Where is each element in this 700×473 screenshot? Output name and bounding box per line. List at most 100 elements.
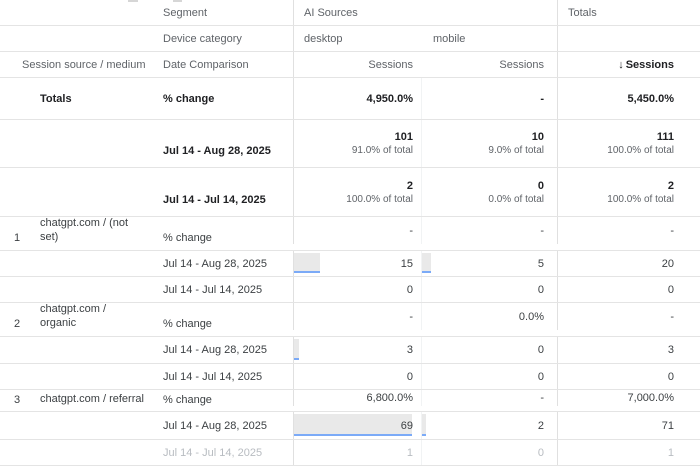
- pct-change-mobile: -: [421, 390, 557, 406]
- pct-change-label: % change: [163, 232, 212, 244]
- date-range-label: Jul 14 - Jul 14, 2025: [163, 194, 266, 206]
- row-number: 2: [14, 318, 21, 330]
- sessions-value: 101: [394, 131, 413, 143]
- sessions-value: 0: [537, 344, 544, 356]
- sessions-value: 2: [667, 179, 674, 192]
- pct-of-total: 100.0% of total: [346, 193, 413, 205]
- segment-header-row: Segment AI Sources Totals: [0, 0, 700, 26]
- label-line: chatgpt.com / (not: [40, 217, 129, 229]
- data-bar: [294, 414, 412, 436]
- source-medium-label: chatgpt.com / referral: [40, 392, 155, 406]
- sessions-value: 5: [537, 257, 544, 270]
- cropped-element-fragment: [128, 0, 138, 2]
- sessions-cell-desktop: 15: [293, 251, 421, 276]
- sessions-cell-mobile: 5: [421, 251, 557, 276]
- date-range-label: Jul 14 - Aug 28, 2025: [163, 344, 267, 356]
- pct-change-total: -: [557, 303, 700, 330]
- sessions-header-totals-sort[interactable]: ↓ Sessions: [557, 52, 700, 77]
- totals-total-cell: 2 100.0% of total: [557, 168, 700, 216]
- totals-mobile-cell: 0 0.0% of total: [421, 168, 557, 216]
- sessions-value: 0: [537, 179, 544, 192]
- date-range-label: Jul 14 - Jul 14, 2025: [163, 283, 263, 296]
- empty-cell: [557, 26, 700, 51]
- sessions-cell-desktop: 3: [293, 337, 421, 363]
- device-category-row: Device category desktop mobile: [0, 26, 700, 52]
- segment-label: Segment: [163, 6, 208, 19]
- sessions-value: 3: [406, 344, 413, 356]
- sessions-cell-mobile: 0: [421, 440, 557, 465]
- label-line: chatgpt.com /: [40, 303, 107, 315]
- date-range-label: Jul 14 - Jul 14, 2025: [163, 370, 263, 383]
- group-header-row: 3 chatgpt.com / referral % change 6,800.…: [0, 390, 700, 412]
- pct-of-total: 91.0% of total: [351, 145, 413, 156]
- sessions-value: 2: [537, 419, 544, 432]
- pct-change-total: 7,000.0%: [557, 390, 700, 406]
- source-medium-label: chatgpt.com / (not set): [40, 216, 155, 244]
- totals-desktop-cell: 101 91.0% of total: [293, 120, 421, 167]
- spacer: [0, 0, 155, 25]
- group-date-row: Jul 14 - Aug 28, 2025 3 0 3: [0, 337, 700, 364]
- totals-column-header: Totals: [557, 0, 700, 25]
- data-bar: [422, 414, 426, 436]
- pct-change-mobile: -: [421, 217, 557, 244]
- source-medium-label: chatgpt.com / organic: [40, 302, 155, 330]
- sessions-cell-total: 20: [557, 251, 700, 276]
- sessions-header-mobile[interactable]: Sessions: [499, 58, 544, 71]
- row-number-cell: [0, 120, 40, 167]
- dimension-header: Session source / medium: [22, 58, 146, 71]
- pct-change-label: % change: [163, 92, 215, 105]
- date-range-label: Jul 14 - Jul 14, 2025: [163, 446, 263, 459]
- pct-of-total: 100.0% of total: [607, 145, 674, 156]
- sessions-cell-desktop: 1: [293, 440, 421, 465]
- pct-of-total: 0.0% of total: [488, 193, 544, 205]
- group-date-row: Jul 14 - Jul 14, 2025 0 0 0: [0, 277, 700, 303]
- totals-total-cell: 111 100.0% of total: [557, 120, 700, 167]
- sessions-header-desktop[interactable]: Sessions: [293, 52, 421, 77]
- sessions-cell-mobile: 0: [421, 337, 557, 363]
- device-mobile-label: mobile: [433, 32, 466, 45]
- date-range-label: Jul 14 - Aug 28, 2025: [163, 145, 271, 157]
- sessions-value: 111: [656, 131, 674, 143]
- data-bar: [294, 339, 299, 360]
- segment-value: AI Sources: [293, 0, 557, 25]
- sessions-value: 69: [400, 419, 413, 432]
- pct-change-desktop: -: [293, 303, 421, 330]
- device-desktop-label: desktop: [293, 26, 421, 51]
- sessions-value: 2: [406, 179, 413, 192]
- totals-row-label: Totals: [40, 92, 72, 105]
- sessions-value: 15: [400, 257, 413, 270]
- date-range-label: Jul 14 - Aug 28, 2025: [163, 257, 267, 270]
- label-line: organic: [40, 317, 77, 329]
- totals-pct-change-mobile: -: [421, 78, 557, 119]
- totals-pct-change-desktop: 4,950.0%: [293, 78, 421, 119]
- group-date-row: Jul 14 - Aug 28, 2025 69 2 71: [0, 412, 700, 440]
- device-category-label: Device category: [163, 32, 242, 45]
- label-line: set): [40, 231, 59, 243]
- pct-of-total: 100.0% of total: [607, 193, 674, 205]
- row-number-cell: [0, 168, 40, 216]
- pct-change-total: -: [557, 217, 700, 244]
- group-header-row: 2 chatgpt.com / organic % change - 0.0% …: [0, 303, 700, 337]
- sessions-cell-total: 1: [557, 440, 700, 465]
- sessions-cell-mobile: 2: [421, 412, 557, 439]
- pct-change-label: % change: [163, 394, 212, 406]
- data-bar: [294, 253, 320, 273]
- group-date-row-faded: Jul 14 - Jul 14, 2025 1 0 1: [0, 440, 700, 466]
- data-bar: [422, 253, 431, 273]
- pct-change-desktop: 6,800.0%: [293, 390, 421, 406]
- sessions-value: 10: [531, 131, 544, 143]
- sessions-cell-total: 71: [557, 412, 700, 439]
- sessions-cell-mobile: 0: [421, 364, 557, 389]
- pct-change-mobile: 0.0%: [421, 303, 557, 330]
- row-number: 1: [14, 232, 21, 244]
- date-comparison-header: Date Comparison: [163, 58, 249, 71]
- sessions-cell-total: 0: [557, 364, 700, 389]
- totals-mobile-cell: 10 9.0% of total: [421, 120, 557, 167]
- label-line: chatgpt.com / referral: [40, 393, 144, 405]
- totals-date-row: Jul 14 - Aug 28, 2025 101 91.0% of total…: [0, 120, 700, 168]
- column-headers-row: Session source / medium Date Comparison …: [0, 52, 700, 78]
- totals-pct-change-row: Totals % change 4,950.0% - 5,450.0%: [0, 78, 700, 120]
- sessions-cell-desktop: 0: [293, 277, 421, 302]
- sessions-cell-total: 3: [557, 337, 700, 363]
